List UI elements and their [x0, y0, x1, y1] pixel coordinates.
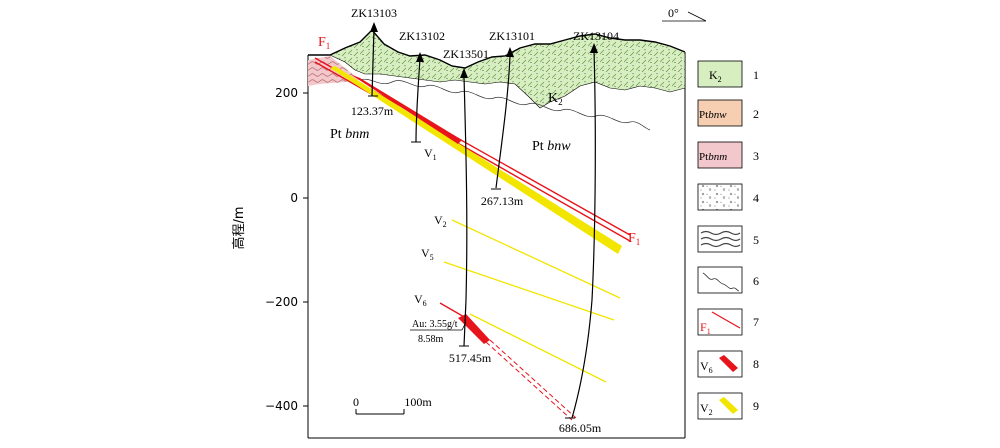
- vein-v6-yellow: [469, 313, 607, 383]
- borehole-zk13101: ZK13101 267.13m: [481, 29, 535, 208]
- vein-v6-high-grade: [458, 314, 490, 344]
- legend-v6-mark: [719, 355, 738, 372]
- vein-v5: [443, 261, 615, 321]
- borehole-zk13102-marker: [416, 52, 424, 62]
- y-tick-minus-400: −400: [265, 399, 298, 413]
- borehole-zk13104-name: ZK13104: [573, 29, 619, 43]
- vein-v1-label: V1: [424, 146, 437, 162]
- borehole-zk13103-depth: 123.37m: [351, 104, 394, 118]
- y-tick-200: 200: [275, 86, 298, 100]
- fault-f1-line-lower: [314, 61, 631, 242]
- legend-v2-mark: [719, 397, 738, 414]
- borehole-zk13103-marker: [370, 22, 378, 32]
- vein-v6-label: V6: [414, 292, 427, 308]
- red-vein-v1: [350, 74, 462, 144]
- borehole-zk13104: ZK13104 686.05m: [559, 29, 619, 435]
- legend-num-6: 6: [753, 274, 759, 288]
- legend-unconformity-line: [702, 272, 740, 292]
- k2-unit-label: K2: [548, 91, 563, 107]
- legend-swatch-k2: [697, 60, 743, 88]
- borehole-zk13501-name: ZK13501: [443, 47, 489, 61]
- borehole-zk13501-marker: [460, 68, 468, 78]
- legend-v2-text: V2: [700, 401, 713, 417]
- y-tick-0: 0: [290, 191, 298, 205]
- ore-intercept-annotation: Au: 3.55g/t 8.58m: [410, 319, 467, 345]
- scale-bar-start: 0: [353, 395, 359, 409]
- vein-v2-label: V2: [434, 213, 447, 229]
- topographic-surface: [308, 28, 685, 69]
- orientation-indicator: 0°: [662, 6, 707, 22]
- legend-wavy-lines: [700, 230, 741, 248]
- borehole-zk13104-depth: 686.05m: [559, 421, 602, 435]
- vein-v6-projected-1: [485, 341, 573, 421]
- vein-v6-projected-2: [489, 339, 577, 419]
- borehole-zk13104-marker: [590, 43, 598, 53]
- borehole-zk13501: ZK13501 517.45m: [443, 47, 492, 365]
- borehole-zk13103-name: ZK13103: [351, 6, 397, 20]
- y-axis: 200 0 −200 −400 高程/m: [231, 86, 308, 413]
- legend-swatch-pt-bnw: [697, 99, 743, 127]
- legend-k2-text: K2: [709, 68, 722, 84]
- pt-bnw-label: Pt bnw: [532, 139, 571, 154]
- legend-num-1: 1: [753, 68, 759, 82]
- legend-pt-bnm-text: Ptbnm: [699, 151, 727, 163]
- ore-grade-text: Au: 3.55g/t: [412, 319, 458, 330]
- yellow-vein-along-fault: [330, 66, 622, 254]
- vein-v6-red-thin: [439, 302, 467, 319]
- y-tick-minus-200: −200: [265, 295, 298, 309]
- borehole-zk13101-name: ZK13101: [489, 29, 535, 43]
- y-axis-label: 高程/m: [231, 206, 247, 249]
- borehole-zk13501-depth: 517.45m: [449, 351, 492, 365]
- legend-swatch-v2: [697, 392, 743, 420]
- legend-num-9: 9: [753, 399, 759, 413]
- vein-v2: [451, 219, 621, 299]
- vein-v5-label: V5: [421, 246, 434, 262]
- legend-swatch-fault: [697, 308, 743, 336]
- scale-bar: 0 100m: [353, 395, 432, 415]
- legend: K2 1 Ptbnw 2 Ptbnm 3 4 5 6 F1 7 V6 8 V2: [697, 60, 759, 420]
- fault-f1-label-end: F1: [628, 231, 640, 247]
- legend-v6-text: V6: [700, 359, 713, 375]
- legend-swatch-v6: [697, 350, 743, 378]
- legend-swatch-pt-bnm: [697, 141, 743, 169]
- fault-f1-label-top: F1: [318, 35, 330, 51]
- pt-bnm-label: Pt bnm: [330, 127, 369, 142]
- borehole-zk13101-depth: 267.13m: [481, 194, 524, 208]
- legend-num-5: 5: [753, 233, 759, 247]
- borehole-zk13101-marker: [506, 47, 514, 57]
- borehole-zk13102: ZK13102: [399, 29, 445, 143]
- unconformity-line: [359, 78, 651, 131]
- scale-bar-end: 100m: [404, 395, 432, 409]
- legend-swatch-conglomerate: [697, 183, 743, 211]
- borehole-zk13103: ZK13103 123.37m: [351, 6, 397, 118]
- legend-num-8: 8: [753, 357, 759, 371]
- legend-fault-line: [711, 311, 741, 329]
- legend-fault-text: F1: [700, 320, 711, 336]
- ore-thickness-text: 8.58m: [418, 334, 444, 345]
- legend-swatch-unconformity: [697, 266, 743, 294]
- borehole-zk13102-name: ZK13102: [399, 29, 445, 43]
- legend-num-7: 7: [753, 315, 759, 329]
- legend-pt-bnw-text: Ptbnw: [699, 109, 727, 121]
- orientation-label: 0°: [668, 6, 679, 20]
- legend-num-2: 2: [753, 107, 759, 121]
- legend-num-3: 3: [753, 149, 759, 163]
- legend-num-4: 4: [753, 191, 759, 205]
